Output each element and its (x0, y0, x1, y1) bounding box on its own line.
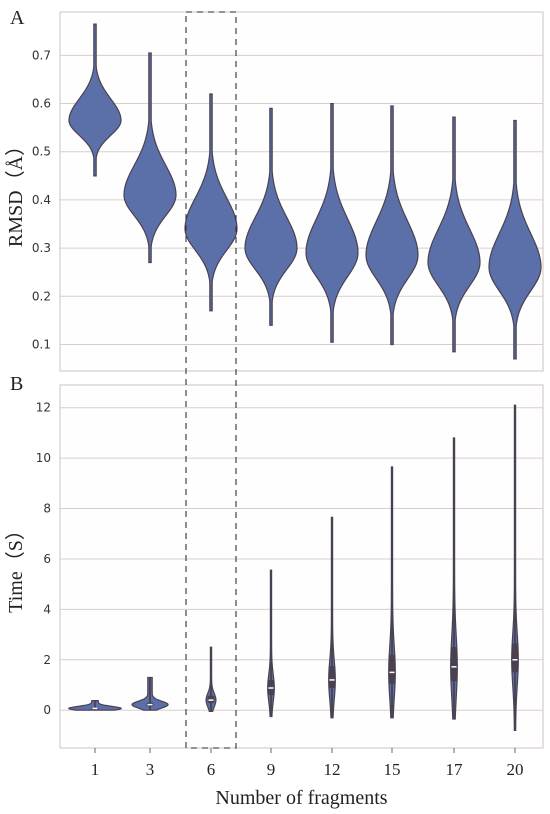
y-axis-label: RMSD（Å） (4, 136, 27, 247)
y-tick-label: 0.5 (32, 145, 51, 159)
y-tick-label: 0.3 (32, 241, 51, 255)
y-tick-label: 0.1 (32, 337, 51, 351)
x-tick-label: 15 (384, 760, 401, 779)
x-tick-label: 6 (207, 760, 216, 779)
iqr-box (207, 695, 215, 704)
highlight-box (185, 11, 237, 749)
violin-body (488, 119, 542, 360)
iqr-box (328, 666, 336, 689)
violin-body (123, 52, 177, 264)
y-tick-label: 0.6 (32, 97, 51, 111)
x-tick-label: 9 (267, 760, 276, 779)
x-axis-label: Number of fragments (215, 787, 387, 809)
plot-frame (59, 384, 544, 749)
y-tick-label: 12 (36, 401, 51, 415)
y-tick-label: 4 (43, 602, 51, 616)
y-tick-label: 6 (43, 552, 51, 566)
y-tick-label: 0.4 (32, 193, 51, 207)
violin-body (68, 23, 122, 177)
violin-body (305, 102, 359, 343)
y-tick-label: 0 (43, 703, 51, 717)
y-tick-label: 0.7 (32, 48, 51, 62)
y-tick-label: 0.2 (32, 289, 51, 303)
panel-a: 0.1 0.2 0.3 0.4 0.5 0.6 0.7 A RMSD（Å） (4, 7, 544, 372)
y-tick-label: 8 (43, 502, 51, 516)
y-tick-label: 2 (43, 653, 51, 667)
x-tick-label: 17 (446, 760, 464, 779)
violin-body (427, 116, 481, 353)
iqr-box (511, 643, 519, 673)
x-tick-label: 12 (324, 760, 341, 779)
violin-body (365, 105, 419, 346)
panel-label: B (10, 373, 23, 395)
x-tick-label: 3 (146, 760, 155, 779)
panel-b: 0 2 4 6 8 10 12 B Time（S） 1 3 6 9 12 15 17 20 Number of f… (4, 373, 544, 809)
iqr-box (388, 654, 396, 684)
violin-body (244, 107, 298, 326)
y-axis-label: Time（S） (4, 520, 27, 613)
y-tick-label: 10 (36, 451, 51, 465)
iqr-box (450, 647, 458, 682)
x-tick-label: 20 (507, 760, 524, 779)
highlight-overlay (185, 11, 237, 749)
violin-body (184, 93, 238, 312)
panel-label: A (10, 7, 25, 29)
x-tick-label: 1 (91, 760, 100, 779)
